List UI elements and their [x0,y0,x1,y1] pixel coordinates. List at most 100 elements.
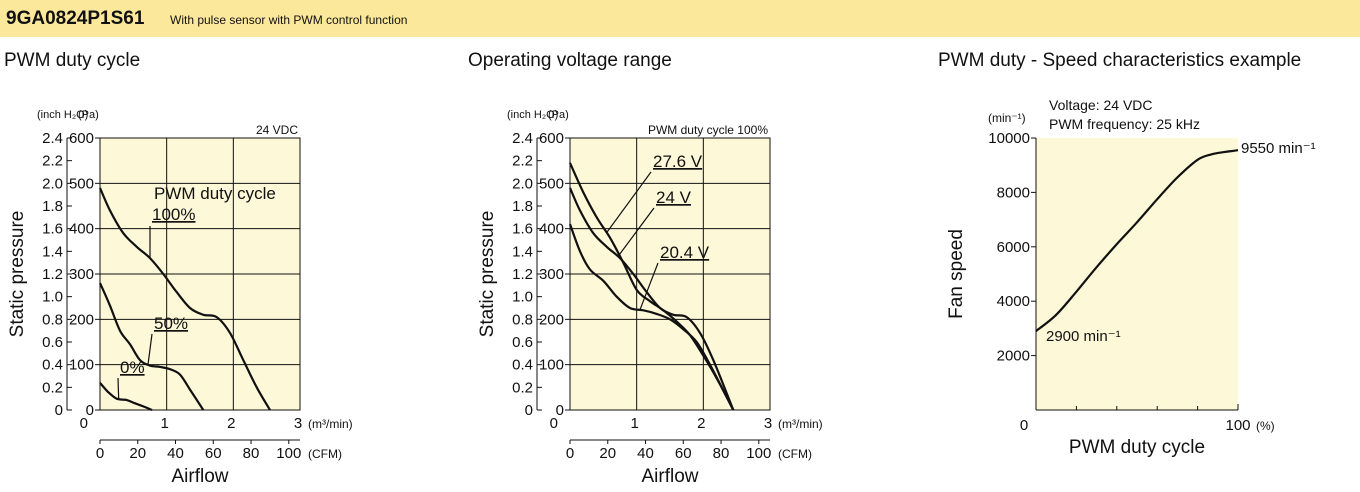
c2-x-tick: 0 [1020,417,1028,434]
c1-x-tick-cfm: 0 [566,445,574,462]
c0-y-tick-inh2o: 1.6 [42,221,63,238]
c0-y-tick-pa: 0 [86,402,94,419]
c1-y-tick-inh2o: 2.4 [512,130,533,147]
c1-x-tick-cfm: 40 [637,445,654,462]
c0-y-tick-inh2o: 0.6 [42,334,63,351]
c0-x-tick-cfm: 60 [205,445,222,462]
c0-x-tick-m3min: 2 [227,415,235,432]
c1-series-label-2: 20.4 V [660,243,710,262]
c2-x-unit: (%) [1256,419,1275,433]
c1-x-tick-m3min: 1 [630,415,638,432]
model-number: 9GA0824P1S61 [6,8,145,29]
c0-x-tick-cfm: 0 [96,445,104,462]
c0-series-line-2 [99,382,153,412]
c0-y-unit-pa: (Pa) [78,109,99,121]
c2-y-unit: (min⁻¹) [988,111,1026,125]
c1-y-tick-pa: 300 [539,266,564,283]
c1-x-unit-cfm: (CFM) [778,447,812,461]
c1-x-unit-m3min: (m³/min) [778,417,823,431]
c1-series-line-0 [568,162,735,411]
c1-y-tick-inh2o: 1.0 [512,289,533,306]
c1-y-tick-pa: 500 [539,175,564,192]
chart-title-operating-voltage: Operating voltage range [468,50,672,71]
c1-y-tick-inh2o: 0.8 [512,311,533,328]
c1-y-tick-pa: 100 [539,357,564,374]
c0-legend-heading: PWM duty cycle [154,184,276,203]
c2-y-tick: 4000 [997,293,1030,310]
model-description: With pulse sensor with PWM control funct… [170,13,408,27]
c1-y-tick-inh2o: 1.2 [512,266,533,283]
c0-x-tick-cfm: 80 [243,445,260,462]
c0-y-tick-pa: 100 [69,357,94,374]
c0-y-tick-pa: 500 [69,175,94,192]
c0-x-unit-cfm: (CFM) [308,447,342,461]
c0-x-tick-m3min: 0 [80,415,88,432]
c0-y-tick-inh2o: 2.0 [42,175,63,192]
c1-x-tick-cfm: 100 [746,445,771,462]
c0-y-tick-inh2o: 1.2 [42,266,63,283]
c1-y-tick-pa: 400 [539,221,564,238]
c2-label-start: 2900 min⁻¹ [1046,328,1121,345]
c1-y-tick-inh2o: 1.4 [512,243,533,260]
c1-y-tick-inh2o: 1.6 [512,221,533,238]
c0-series-line-1 [99,282,205,411]
c0-series-label-1: 50% [154,314,188,333]
c0-x-tick-cfm: 100 [276,445,301,462]
c0-y-tick-inh2o: 0.4 [42,357,63,374]
c0-y-tick-inh2o: 2.4 [42,130,63,147]
c1-x-tick-cfm: 20 [599,445,616,462]
c0-y-tick-inh2o: 0.8 [42,311,63,328]
c2-y-tick: 10000 [988,130,1030,147]
c2-annotation-voltage: Voltage: 24 VDC [1049,97,1153,113]
c0-y-tick-inh2o: 1.4 [42,243,63,260]
c0-y-tick-inh2o: 0 [55,402,63,419]
c0-condition-label: 24 VDC [256,123,298,137]
c2-x-tick: 100 [1225,417,1250,434]
c1-series-leader-0 [606,171,652,233]
c2-y-label: Fan speed [946,229,967,319]
c1-x-label: Airflow [641,466,698,487]
c1-series-label-1: 24 V [656,188,692,207]
c1-x-tick-m3min: 3 [764,415,772,432]
c0-x-tick-cfm: 20 [129,445,146,462]
c1-y-tick-inh2o: 0 [525,402,533,419]
c0-series-label-2: 0% [120,358,145,377]
c1-y-tick-inh2o: 0.6 [512,334,533,351]
c1-y-tick-inh2o: 0.4 [512,357,533,374]
c1-y-tick-inh2o: 0.2 [512,379,533,396]
chart-title-pwm-duty-cycle: PWM duty cycle [4,50,141,71]
c0-x-label: Airflow [171,466,228,487]
c1-x-tick-m3min: 2 [697,415,705,432]
c0-y-tick-pa: 200 [69,311,94,328]
c1-series-label-0: 27.6 V [653,152,703,171]
chart-title-speed-characteristics: PWM duty - Speed characteristics example [938,50,1302,71]
c0-series-line-0 [98,187,271,411]
c0-y-tick-pa: 300 [69,266,94,283]
c1-y-label: Static pressure [477,211,498,338]
c1-y-tick-pa: 600 [539,130,564,147]
c0-y-tick-inh2o: 0.2 [42,379,63,396]
c0-y-tick-inh2o: 1.0 [42,289,63,306]
c1-y-tick-inh2o: 2.2 [512,153,533,170]
c0-x-tick-m3min: 3 [294,415,302,432]
c2-y-tick: 6000 [997,239,1030,256]
c0-series-leader-1 [147,333,153,365]
model-header-bar: 9GA0824P1S61 With pulse sensor with PWM … [0,0,1360,37]
c1-x-tick-cfm: 80 [713,445,730,462]
c2-plot-area [1036,138,1238,410]
c2-series-line [1035,149,1239,332]
c0-y-tick-pa: 400 [69,221,94,238]
c1-y-unit-inh2o: (inch H₂O) [507,109,558,121]
c0-y-tick-inh2o: 1.8 [42,198,63,215]
c1-x-tick-cfm: 60 [675,445,692,462]
c1-series-leader-1 [617,207,655,257]
c0-series-leader-2 [117,377,120,399]
c2-y-tick: 8000 [997,184,1030,201]
c1-condition-label: PWM duty cycle 100% [648,123,768,137]
c1-y-tick-pa: 200 [539,311,564,328]
c0-y-tick-pa: 600 [69,130,94,147]
c0-y-label: Static pressure [7,211,28,338]
c0-x-tick-cfm: 40 [167,445,184,462]
c2-y-tick: 2000 [997,348,1030,365]
